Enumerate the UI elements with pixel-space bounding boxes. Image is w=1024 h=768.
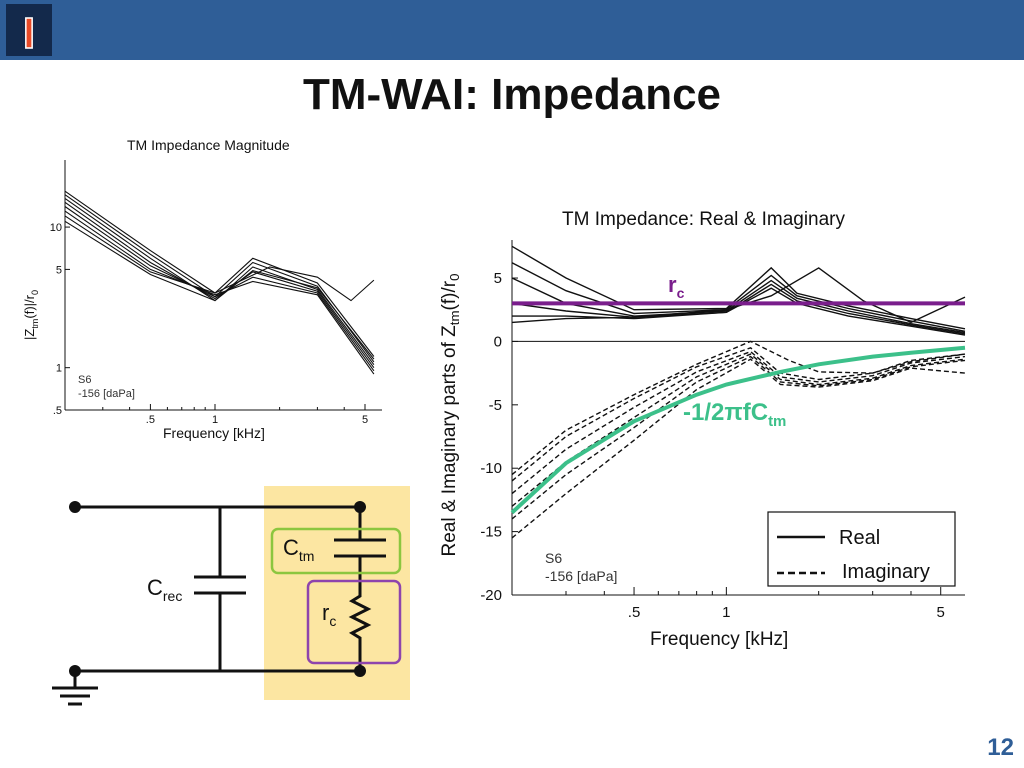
real-imag-y-tick-label: -5: [489, 397, 502, 414]
real-imag-annotation-subject: S6: [545, 550, 562, 566]
block-i-icon: I: [6, 4, 52, 59]
legend: Real Imaginary: [767, 511, 956, 587]
circuit-wires: [52, 505, 362, 706]
magnitude-x-tick-label: .5: [146, 414, 155, 426]
imag-series-line: [511, 355, 966, 520]
real-imag-annotation-pressure: -156 [daPa]: [545, 568, 617, 584]
magnitude-annotation-subject: S6: [78, 374, 91, 386]
capacitive-curve: [510, 345, 966, 515]
real-series-line: [511, 267, 966, 324]
imag-series-line: [511, 353, 966, 507]
real-imag-x-tick-label: .5: [628, 604, 641, 621]
tm-highlight-box: [264, 486, 410, 700]
imag-series-line: [511, 340, 966, 476]
real-series-line: [511, 245, 966, 330]
magnitude-series: [64, 190, 375, 375]
real-imag-x-tick-label: 1: [722, 604, 730, 621]
c-tm-capacitor: [334, 538, 386, 558]
slide-title: TM-WAI: Impedance: [302, 70, 722, 119]
real-imag-y-tick-label: -10: [480, 460, 502, 477]
rc-label: rc: [668, 272, 685, 301]
real-imag-chart-title: TM Impedance: Real & Imaginary: [562, 209, 846, 230]
magnitude-y-tick-label: 1: [56, 363, 62, 375]
imag-series-line: [511, 347, 966, 482]
circuit-nodes: [69, 501, 366, 677]
real-imag-x-axis-label: Frequency [kHz]: [650, 629, 788, 650]
equivalent-circuit: Crec Ctm rc: [52, 486, 410, 706]
real-series-line: [511, 283, 966, 335]
magnitude-y-label-text: |Ztm(f)|/r0: [22, 290, 40, 340]
real-imag-chart: TM Impedance: Real & Imaginary Real & Im…: [439, 209, 966, 650]
magnitude-y-axis-label: |Ztm(f)|/r0: [22, 290, 40, 340]
magnitude-series-line: [64, 220, 375, 360]
c-tm-box: [270, 527, 402, 575]
real-imag-y-label-text: Real & Imaginary parts of Ztm(f)/r0: [439, 274, 462, 557]
magnitude-chart-title: TM Impedance Magnitude: [127, 137, 290, 153]
real-imag-y-axis-label: Real & Imaginary parts of Ztm(f)/r0: [439, 274, 462, 557]
legend-imag-label: Imaginary: [842, 561, 930, 583]
university-logo: I: [6, 4, 52, 59]
magnitude-y-tick-label: 5: [56, 264, 62, 276]
rc-resistor: [348, 590, 372, 642]
real-series-line: [511, 277, 966, 334]
magnitude-annotation-pressure: -156 [daPa]: [78, 388, 135, 400]
real-imag-series: [510, 245, 966, 539]
c-rec-label: Crec: [147, 575, 182, 604]
c-tm-label: Ctm: [283, 535, 314, 564]
magnitude-x-tick-label: 5: [362, 414, 368, 426]
magnitude-series-line: [64, 194, 375, 363]
magnitude-chart: TM Impedance Magnitude |Ztm(f)|/r0 .5 1 5 1…: [22, 137, 382, 441]
real-imag-y-tick-label: 0: [494, 333, 502, 350]
c-rec-capacitor: [194, 575, 246, 595]
rc-box: [306, 579, 402, 665]
capacitive-label: -1/2πfCtm: [683, 399, 786, 430]
real-series-line: [512, 287, 966, 336]
real-imag-axes: .5 1 5 5 0 -5 -10 -15 -20: [480, 240, 965, 621]
header-bar: [0, 0, 1024, 60]
magnitude-y-tick-label: 10: [50, 222, 62, 234]
real-imag-y-tick-label: -20: [480, 587, 502, 604]
real-imag-y-tick-label: 5: [494, 270, 502, 287]
magnitude-series-line: [64, 190, 375, 357]
imag-series-line: [511, 358, 966, 539]
magnitude-y-tick-label: .5: [53, 405, 62, 417]
magnitude-series-line: [64, 206, 375, 372]
rc-circuit-label: rc: [322, 600, 336, 629]
real-imag-y-tick-label: -15: [480, 524, 502, 541]
magnitude-series-line: [64, 215, 375, 302]
imag-series-line: [511, 350, 966, 495]
logo-glyph: I: [23, 9, 35, 56]
page-number: 12: [987, 734, 1014, 761]
magnitude-x-axis-label: Frequency [kHz]: [163, 425, 265, 441]
legend-real-label: Real: [839, 527, 880, 549]
real-imag-x-tick-label: 5: [937, 604, 945, 621]
magnitude-x-tick-label: 1: [212, 414, 218, 426]
real-series-line: [511, 262, 966, 332]
magnitude-series-line: [64, 210, 375, 375]
